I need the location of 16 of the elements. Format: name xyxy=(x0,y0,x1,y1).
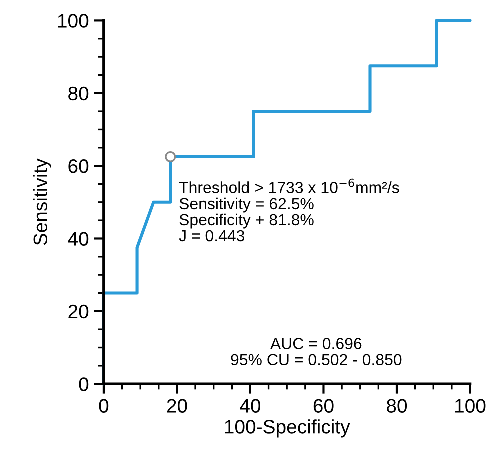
x-tick-label: 60 xyxy=(314,399,334,413)
x-axis-title: 100-Specificity xyxy=(225,420,350,438)
y-axis-title: Sensitivity xyxy=(33,158,52,246)
y-tick-label: 80 xyxy=(68,86,89,101)
y-tick-label: 100 xyxy=(58,14,89,28)
y-tick-label: 20 xyxy=(68,304,89,319)
annotation: AUC = 0.696 95% CU = 0.502 - 0.850 xyxy=(231,338,402,366)
y-tick-label: 60 xyxy=(68,160,89,174)
y-tick-label: 40 xyxy=(68,232,89,246)
y-tick-label: 0 xyxy=(79,378,89,392)
x-tick-label: 20 xyxy=(167,399,188,413)
text: Threshold > 1733 x 10$^{−6}$mm²/s Sensitivity = 62.5% Specificity + 81.8% J = 0.443 xyxy=(179,178,400,242)
x-tick-label: 0 xyxy=(99,399,109,413)
x-tick-label: 100 xyxy=(456,399,486,413)
x-tick-label: 80 xyxy=(387,399,408,413)
x-tick-label: 40 xyxy=(240,399,261,413)
